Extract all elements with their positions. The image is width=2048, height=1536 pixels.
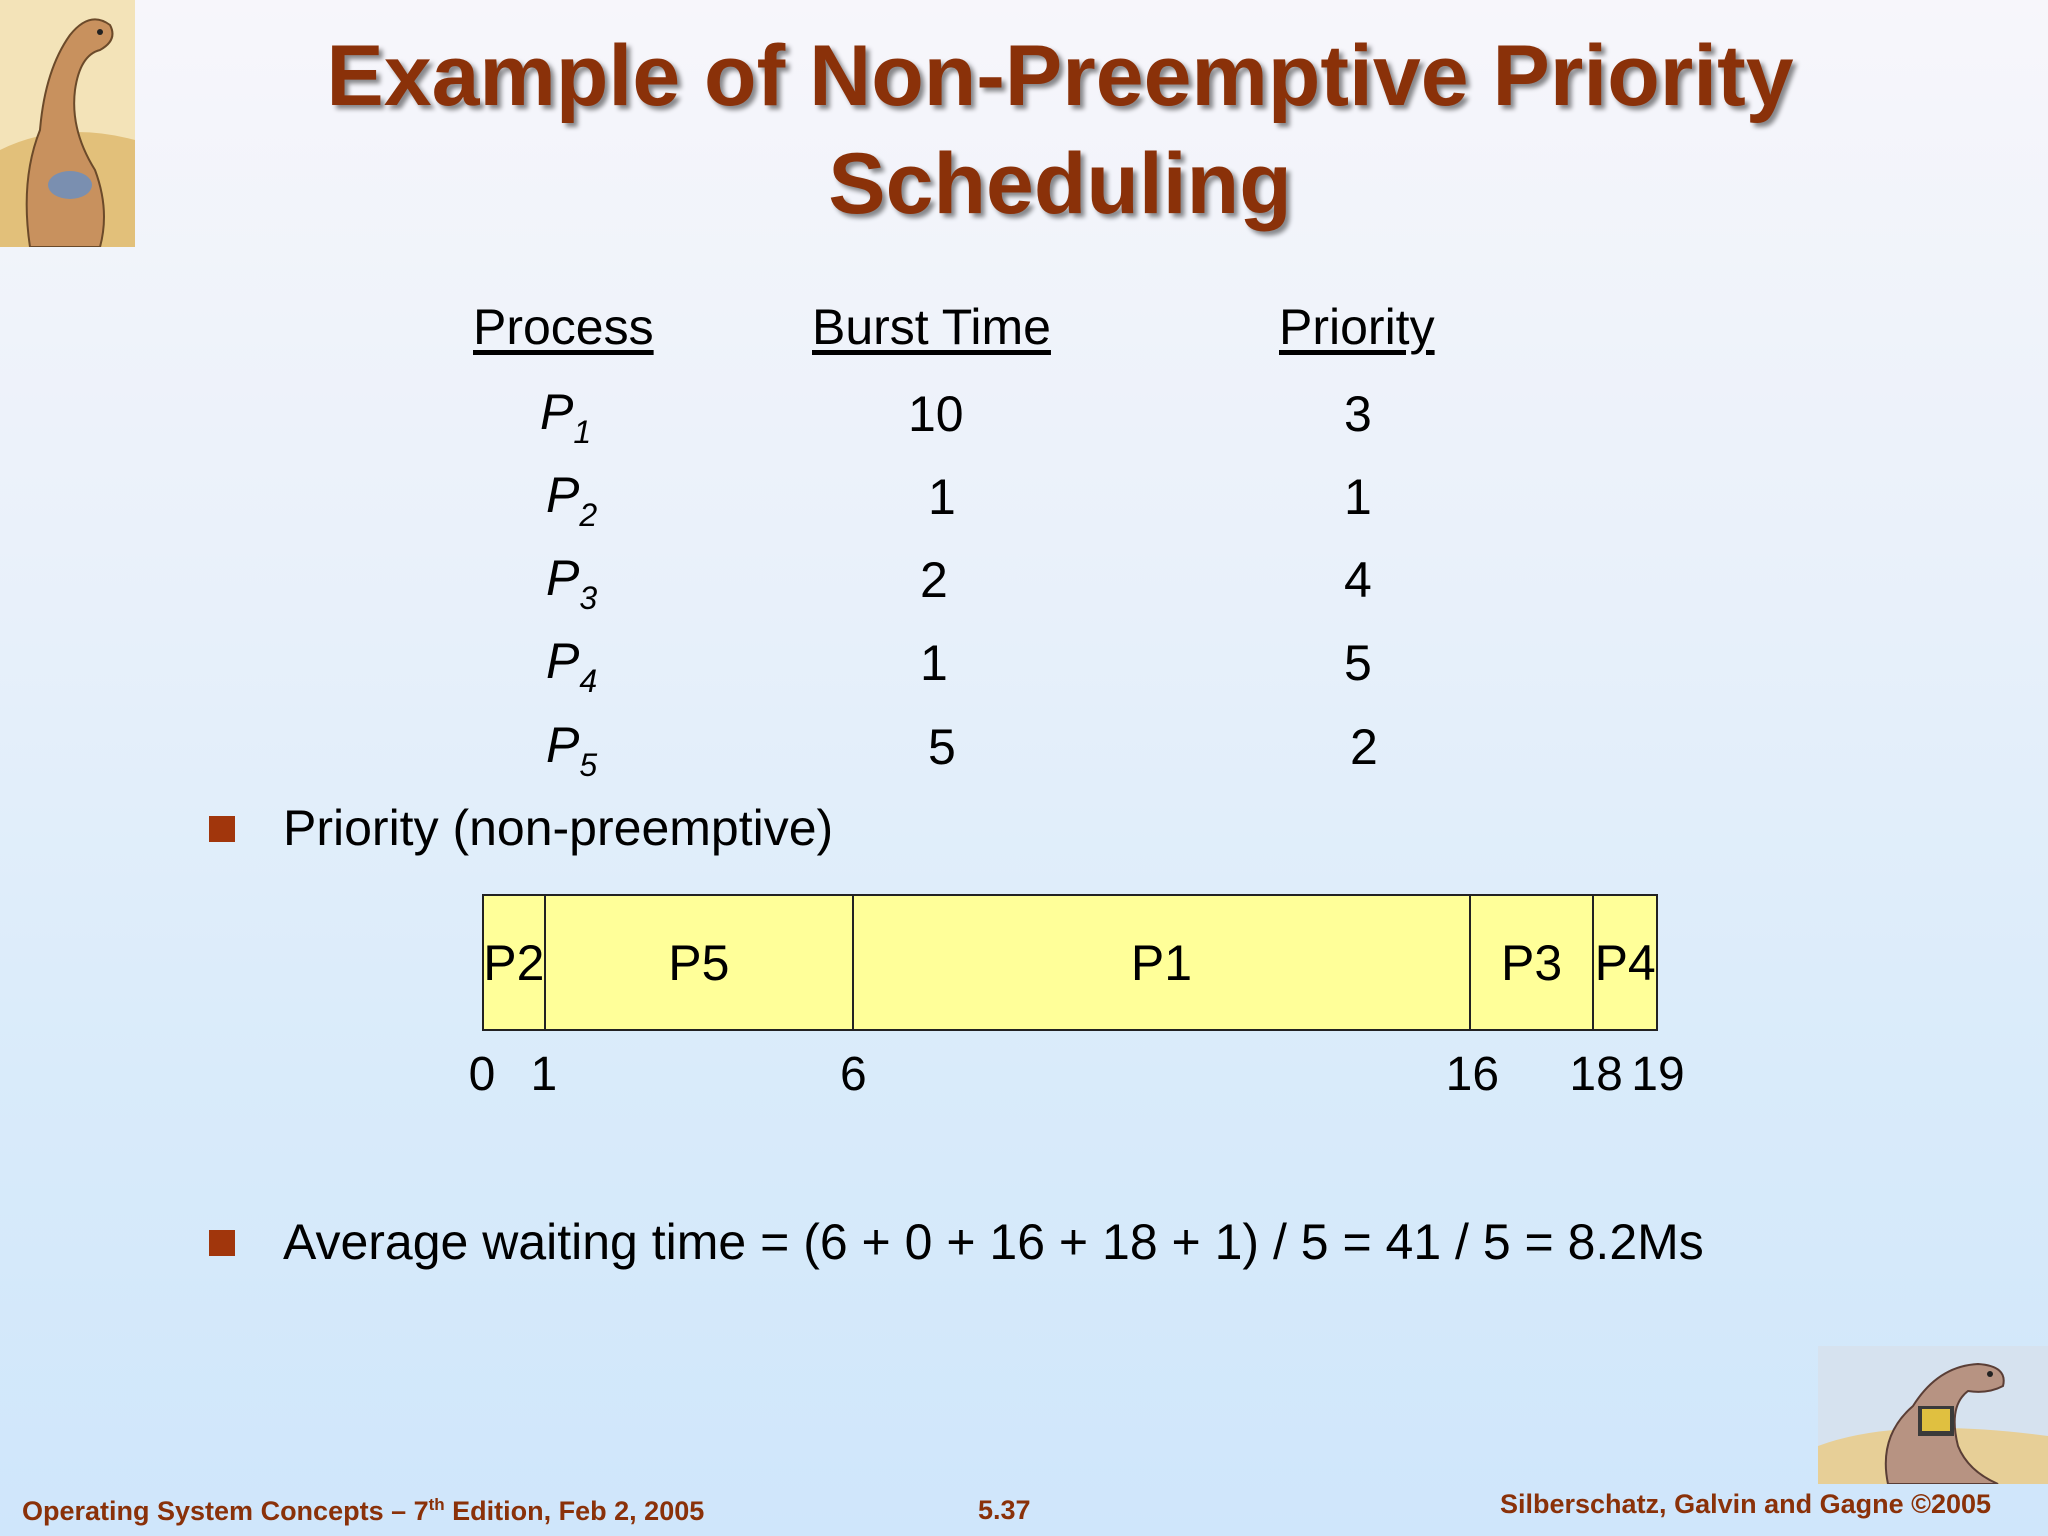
- header-process: Process: [473, 299, 654, 355]
- gantt-tick-16: 16: [1445, 1048, 1500, 1101]
- process-name-p2: P2: [546, 467, 598, 533]
- footer-book-title: Operating System Concepts – 7th Edition,…: [22, 1495, 705, 1526]
- process-name-p4: P4: [546, 633, 598, 699]
- slide-title: Example of Non-Preemptive Priority Sched…: [200, 22, 1920, 238]
- priority-p5: 2: [1350, 719, 1378, 775]
- process-name-p3: P3: [546, 550, 598, 616]
- bullet-square-icon: [209, 1230, 235, 1256]
- footer-page-number: 5.37: [978, 1495, 1031, 1525]
- process-name-p1: P1: [540, 384, 592, 450]
- priority-p1: 3: [1344, 386, 1372, 442]
- burst-p3: 2: [920, 552, 948, 608]
- burst-p1: 10: [908, 386, 964, 442]
- gantt-tick-1: 1: [530, 1048, 558, 1101]
- gantt-tick-0: 0: [468, 1048, 496, 1101]
- burst-p5: 5: [928, 719, 956, 775]
- priority-p4: 5: [1344, 635, 1372, 691]
- priority-p3: 4: [1344, 552, 1372, 608]
- header-priority: Priority: [1279, 299, 1435, 355]
- footer-authors: Silberschatz, Galvin and Gagne ©2005: [1500, 1489, 1992, 1519]
- bullet-square-icon: [209, 816, 235, 842]
- slide-title-line-2: Scheduling: [828, 136, 1292, 232]
- gantt-segment-p4: P4: [1594, 934, 1656, 991]
- burst-p2: 1: [928, 469, 956, 525]
- gantt-segment-p1: P1: [854, 896, 1471, 1029]
- gantt-segment-p2: P2: [483, 896, 546, 1029]
- dinosaur-with-laptop-illustration: [1818, 1346, 2048, 1484]
- gantt-tick-18: 18: [1569, 1048, 1623, 1101]
- burst-p4: 1: [920, 635, 948, 691]
- gantt-tick-6: 6: [840, 1048, 867, 1101]
- slide-title-line-1: Example of Non-Preemptive Priority: [326, 28, 1794, 124]
- gantt-chart: P2 P5 P1 P3 P4: [482, 894, 1658, 1031]
- gantt-segment-p3: P3: [1471, 896, 1595, 1029]
- bullet-average-waiting-time: Average waiting time = (6 + 0 + 16 + 18 …: [283, 1214, 1704, 1270]
- bullet-priority-nonpreemptive: Priority (non-preemptive): [283, 800, 834, 856]
- dinosaur-illustration-top-left: [0, 0, 135, 247]
- gantt-tick-19: 19: [1631, 1048, 1685, 1101]
- priority-p2: 1: [1344, 469, 1372, 525]
- header-burst-time: Burst Time: [812, 299, 1051, 355]
- gantt-segment-p5: P5: [546, 896, 855, 1029]
- process-name-p5: P5: [546, 717, 598, 783]
